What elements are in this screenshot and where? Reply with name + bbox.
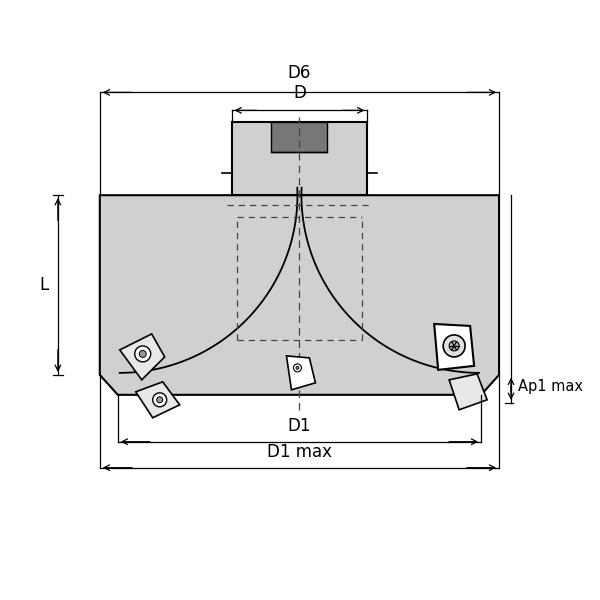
Text: D1: D1 — [287, 417, 311, 435]
Text: Ap1 max: Ap1 max — [518, 379, 583, 394]
Polygon shape — [120, 334, 164, 380]
Polygon shape — [136, 382, 179, 418]
Polygon shape — [286, 356, 316, 390]
Circle shape — [153, 393, 167, 407]
Circle shape — [293, 364, 301, 372]
Circle shape — [296, 367, 299, 370]
Polygon shape — [100, 195, 499, 395]
Circle shape — [449, 341, 459, 351]
Circle shape — [135, 346, 151, 362]
Text: D: D — [293, 85, 306, 103]
Circle shape — [139, 350, 146, 358]
Circle shape — [443, 335, 465, 357]
Bar — [271, 122, 328, 152]
Bar — [232, 122, 367, 195]
Circle shape — [157, 397, 163, 403]
Text: L: L — [39, 276, 49, 294]
Polygon shape — [449, 374, 487, 410]
Text: D6: D6 — [288, 64, 311, 82]
Text: D1 max: D1 max — [267, 443, 332, 461]
Polygon shape — [434, 324, 474, 370]
